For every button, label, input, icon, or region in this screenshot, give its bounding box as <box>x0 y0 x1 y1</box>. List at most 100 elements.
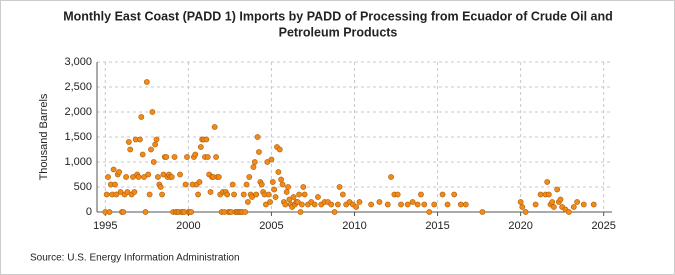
data-point <box>141 174 147 180</box>
x-tick-label: 2025 <box>591 220 615 232</box>
data-point <box>124 189 131 195</box>
data-point <box>249 194 255 200</box>
data-point <box>258 181 265 188</box>
chart-title: Monthly East Coast (PADD 1) Imports by P… <box>63 9 613 23</box>
data-point <box>152 141 159 148</box>
data-point <box>574 199 581 205</box>
data-point <box>557 196 564 203</box>
data-point <box>138 114 145 120</box>
data-point <box>197 144 204 150</box>
data-point <box>142 209 149 215</box>
data-point <box>155 174 161 180</box>
y-tick-label: 0 <box>86 206 92 218</box>
data-point <box>143 79 150 85</box>
data-point <box>300 184 307 190</box>
data-point <box>135 174 142 180</box>
data-point <box>404 201 411 208</box>
data-point <box>418 191 424 198</box>
data-point <box>537 191 544 198</box>
data-point <box>150 159 157 165</box>
data-point <box>231 191 237 198</box>
x-tick-label: 1995 <box>93 220 117 232</box>
data-point <box>120 209 127 215</box>
data-point <box>160 171 167 178</box>
data-point <box>211 124 218 130</box>
data-point <box>251 159 258 165</box>
data-point <box>376 199 383 205</box>
y-tick-label: 2,000 <box>64 106 92 118</box>
x-tick-label: 2000 <box>176 220 200 232</box>
x-tick-label: 2015 <box>425 220 449 232</box>
data-point <box>315 194 321 200</box>
data-point <box>517 199 524 205</box>
data-point <box>215 174 222 180</box>
data-point <box>250 164 257 170</box>
data-point <box>145 171 152 178</box>
data-point <box>240 191 247 198</box>
data-point <box>279 181 286 188</box>
data-point <box>127 146 134 153</box>
data-point <box>243 181 250 188</box>
data-point <box>565 209 572 215</box>
data-point <box>298 201 305 208</box>
data-point <box>439 191 446 198</box>
data-point <box>123 174 129 180</box>
data-point <box>414 201 421 208</box>
x-tick-label: 2005 <box>259 220 283 232</box>
chart-title: Petroleum Products <box>279 25 398 39</box>
data-point <box>130 174 136 180</box>
data-point <box>462 201 469 208</box>
data-point <box>276 146 283 153</box>
y-tick-label: 1,000 <box>64 156 92 168</box>
y-axis-label: Thousand Barrels <box>38 93 50 180</box>
data-point <box>229 181 236 188</box>
data-point <box>267 199 273 205</box>
data-point <box>113 191 120 198</box>
data-point <box>203 136 210 143</box>
data-point <box>398 201 404 208</box>
data-point <box>146 191 153 198</box>
data-point <box>256 149 262 155</box>
x-tick-label: 2010 <box>342 220 366 232</box>
data-point <box>444 201 451 208</box>
data-point <box>254 134 261 140</box>
data-point <box>457 201 464 208</box>
data-point <box>278 176 285 183</box>
data-point <box>544 179 551 185</box>
data-point <box>522 209 529 215</box>
data-point <box>331 209 338 215</box>
data-point <box>116 169 123 175</box>
data-point <box>253 191 260 198</box>
data-point <box>224 191 231 198</box>
data-point <box>117 189 124 195</box>
data-point <box>148 146 154 153</box>
data-point <box>264 159 271 165</box>
data-point <box>153 136 160 143</box>
data-point <box>290 194 297 200</box>
data-point <box>177 171 183 178</box>
data-point <box>570 204 577 210</box>
data-point <box>431 201 438 208</box>
data-point <box>263 201 269 208</box>
data-point <box>356 199 363 205</box>
data-point <box>204 154 211 160</box>
data-point <box>188 209 195 215</box>
data-point <box>479 209 486 215</box>
data-point <box>149 109 156 115</box>
data-point <box>297 209 304 215</box>
x-tick-label: 2020 <box>508 220 532 232</box>
data-point <box>554 186 561 193</box>
data-point <box>106 209 113 215</box>
data-point <box>171 154 178 160</box>
y-tick-label: 1,500 <box>64 131 92 143</box>
data-point <box>353 204 360 210</box>
data-point <box>268 156 275 163</box>
data-point <box>196 179 203 185</box>
data-point <box>131 189 138 195</box>
data-point <box>296 191 303 198</box>
data-point <box>195 191 201 198</box>
data-point <box>388 174 394 180</box>
data-point <box>336 184 343 190</box>
data-point <box>328 201 335 208</box>
